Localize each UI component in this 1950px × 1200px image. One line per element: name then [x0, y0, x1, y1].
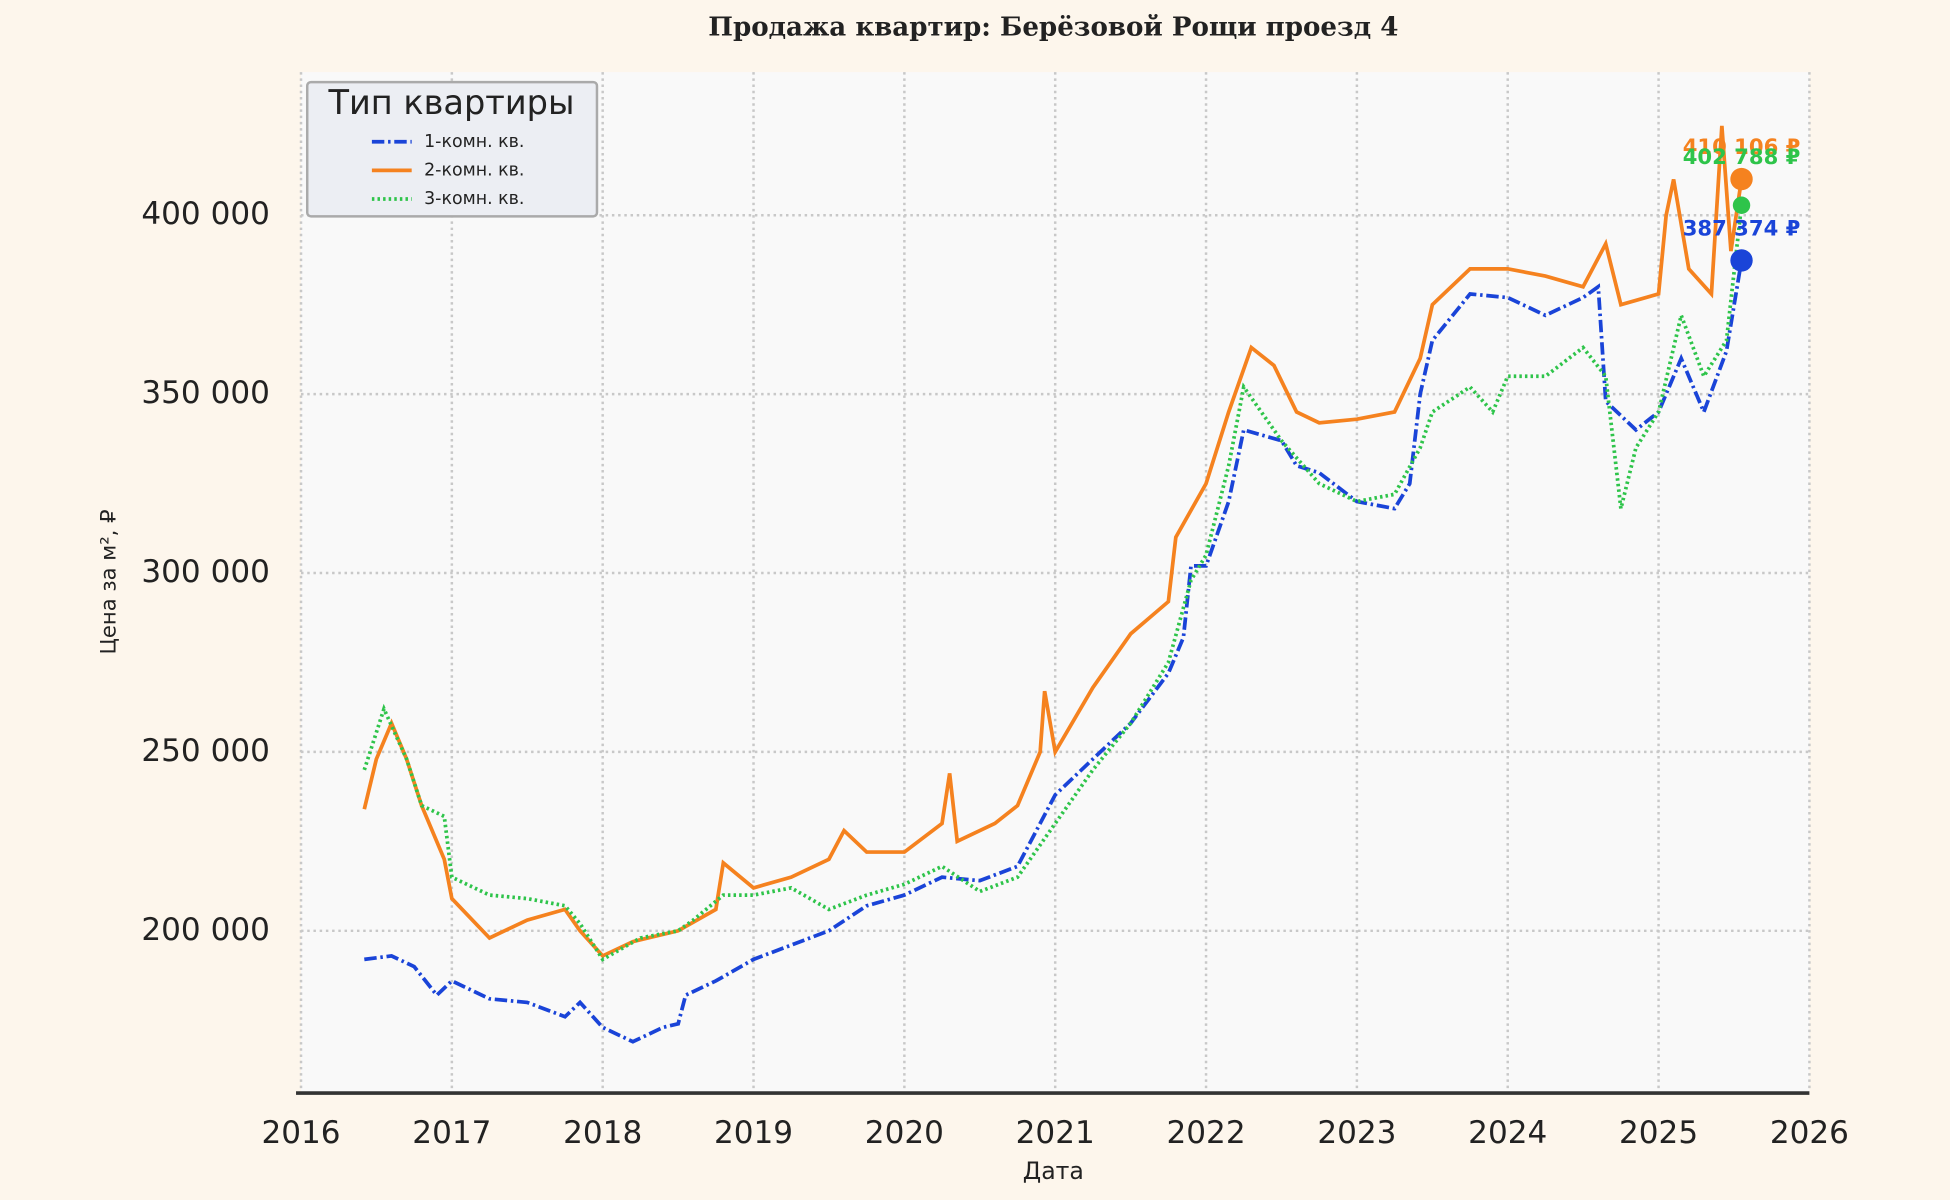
y-axis-label: Цена за м², ₽: [96, 509, 121, 654]
end-point: [1730, 249, 1753, 272]
x-tick-label: 2026: [1770, 1115, 1849, 1151]
annotation: 387 374 ₽: [1683, 215, 1801, 240]
x-axis-label: Дата: [1023, 1157, 1084, 1185]
y-tick-label: 250 000: [141, 733, 270, 769]
x-tick-label: 2025: [1619, 1115, 1698, 1151]
legend-label: 1-комн. кв.: [424, 132, 524, 152]
y-tick-label: 400 000: [141, 196, 270, 232]
lines: [362, 125, 1744, 1044]
legend-label: 2-комн. кв.: [424, 160, 524, 180]
end-point: [1730, 167, 1753, 191]
series-line: [362, 125, 1744, 959]
legend-title: Тип квартиры: [327, 83, 574, 122]
series-line: [364, 260, 1744, 1044]
annotation: 410 106 ₽: [1683, 134, 1801, 159]
x-tick-label: 2020: [865, 1115, 944, 1151]
x-tick-label: 2021: [1016, 1115, 1095, 1151]
annotation: 402 788 ₽: [1683, 144, 1801, 169]
legend: Тип квартиры 1-комн. кв. 2-комн. кв. 3-комн…: [305, 80, 599, 218]
x-tick-label: 2016: [261, 1115, 340, 1151]
x-tick-label: 2022: [1166, 1115, 1245, 1151]
y-tick-label: 200 000: [141, 912, 270, 948]
x-tick-label: 2017: [412, 1115, 491, 1151]
y-tick-label: 350 000: [141, 375, 270, 411]
x-tick-label: 2023: [1317, 1115, 1396, 1151]
y-tick-label: 300 000: [141, 554, 270, 590]
series-line: [362, 205, 1744, 962]
x-tick-label: 2024: [1468, 1115, 1547, 1151]
x-tick-label: 2018: [563, 1115, 642, 1151]
chart-title: Продажа квартир: Берёзовой Рощи проезд 4: [708, 12, 1398, 43]
end-point: [1732, 196, 1751, 214]
legend-label: 3-комн. кв.: [424, 189, 524, 209]
x-tick-label: 2019: [714, 1115, 793, 1151]
legend-box: [305, 80, 599, 218]
